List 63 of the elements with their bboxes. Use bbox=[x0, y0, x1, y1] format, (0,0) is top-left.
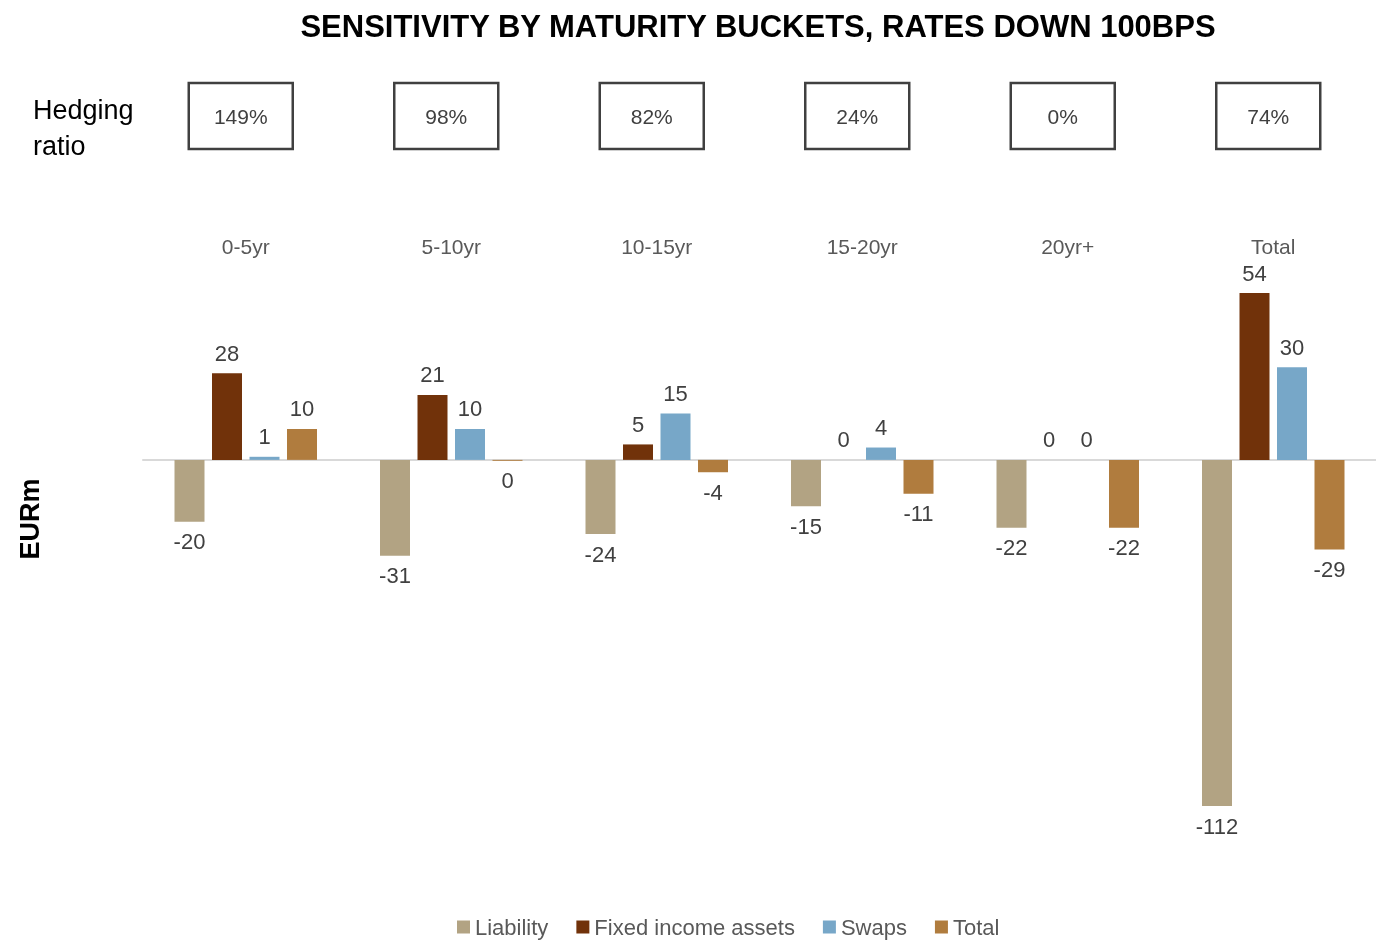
bar bbox=[249, 456, 280, 460]
data-label: 28 bbox=[214, 340, 240, 366]
x-tick-label: 10-15yr bbox=[621, 235, 693, 258]
data-label: 0 bbox=[1080, 427, 1093, 453]
text: 74% bbox=[1247, 104, 1290, 128]
data-label: 5 bbox=[631, 411, 645, 437]
data-label: 21 bbox=[420, 362, 445, 388]
data-label: -29 bbox=[1313, 557, 1346, 582]
x-tick-label: 20yr+ bbox=[1041, 235, 1095, 258]
text: Hedging ratio bbox=[33, 95, 142, 161]
data-label: 1 bbox=[258, 424, 271, 450]
bar bbox=[996, 459, 1027, 528]
data-label: -11 bbox=[903, 501, 934, 527]
bar bbox=[623, 444, 653, 460]
data-label: -15 bbox=[790, 513, 822, 539]
data-label: -24 bbox=[584, 541, 617, 567]
y-axis-title: EURm bbox=[15, 478, 45, 560]
data-label: -31 bbox=[379, 563, 411, 589]
text: 0% bbox=[1047, 104, 1078, 128]
bar bbox=[660, 413, 691, 460]
text: 24% bbox=[836, 104, 879, 128]
data-label: 15 bbox=[663, 381, 688, 407]
bar bbox=[585, 459, 616, 535]
bar bbox=[1202, 459, 1232, 806]
legend-label: Total bbox=[952, 914, 1000, 940]
text: 149% bbox=[213, 104, 268, 128]
x-tick-label: 15-20yr bbox=[826, 235, 898, 258]
x-tick-label: 5-10yr bbox=[421, 235, 482, 258]
bar bbox=[417, 394, 448, 460]
bar bbox=[698, 459, 728, 473]
bar bbox=[1314, 459, 1345, 550]
bar bbox=[903, 459, 934, 494]
bar bbox=[791, 459, 821, 507]
bar bbox=[287, 428, 317, 460]
chart-title: SENSITIVITY BY MATURITY BUCKETS, RATES DOWN 100BPS bbox=[300, 9, 1216, 44]
bar bbox=[174, 459, 205, 522]
data-label: 4 bbox=[874, 415, 888, 441]
text: 82% bbox=[630, 104, 673, 128]
bar bbox=[1239, 293, 1270, 460]
data-label: 10 bbox=[289, 396, 315, 422]
data-label: 0 bbox=[837, 427, 850, 453]
legend-label: Liability bbox=[475, 914, 549, 940]
data-label: -22 bbox=[1108, 535, 1140, 561]
data-label: 30 bbox=[1279, 334, 1305, 360]
bar bbox=[866, 447, 896, 460]
text: 98% bbox=[425, 104, 468, 128]
bar bbox=[455, 428, 485, 460]
bar bbox=[1109, 459, 1139, 528]
legend-label: Swaps bbox=[840, 914, 907, 940]
data-label: -112 bbox=[1195, 813, 1239, 839]
bar bbox=[1277, 367, 1307, 460]
x-tick-label: 0-5yr bbox=[221, 235, 270, 258]
data-label: 0 bbox=[501, 468, 514, 494]
bar bbox=[380, 459, 410, 556]
legend-label: Fixed income assets bbox=[594, 914, 795, 940]
data-label: 54 bbox=[1242, 260, 1267, 286]
bar bbox=[212, 373, 242, 460]
data-label: 0 bbox=[1042, 427, 1056, 453]
data-label: 10 bbox=[457, 396, 483, 422]
data-label: -20 bbox=[173, 529, 206, 555]
data-label: -22 bbox=[995, 535, 1028, 561]
data-label: -4 bbox=[703, 479, 723, 505]
x-tick-label: Total bbox=[1251, 235, 1296, 258]
